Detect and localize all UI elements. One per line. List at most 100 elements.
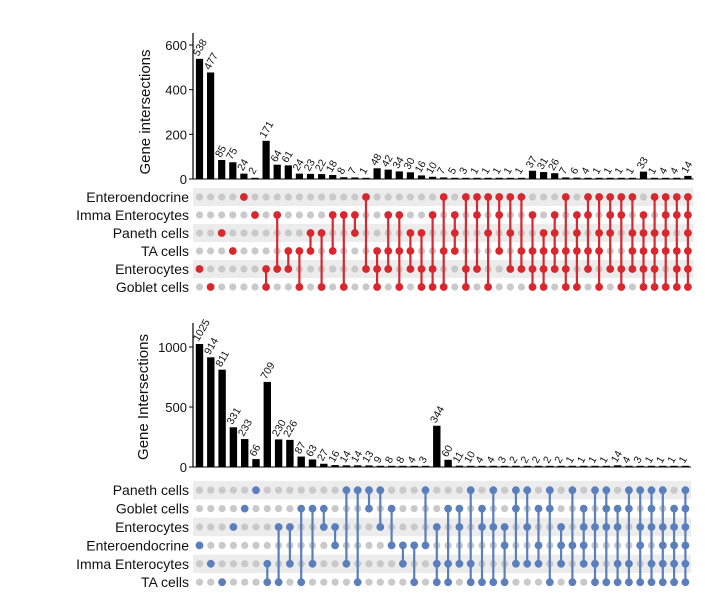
matrix-dot-active (484, 229, 492, 237)
matrix-dot-active (284, 247, 293, 255)
matrix-dot-active (647, 523, 656, 531)
bar (568, 465, 577, 467)
matrix-dot-active (661, 229, 670, 237)
matrix-dot-inactive (365, 541, 373, 550)
matrix-dot-inactive (252, 505, 260, 513)
bar-value-label: 14 (338, 449, 354, 465)
matrix-dot-active (432, 559, 441, 568)
matrix-dot-inactive (557, 505, 565, 513)
matrix-dot-active (647, 504, 656, 513)
matrix-dot-active (602, 523, 611, 531)
bar (297, 456, 305, 467)
y-tick-label: 0 (180, 172, 187, 187)
matrix-dot-active (606, 265, 615, 273)
bar (284, 165, 292, 179)
matrix-dot-inactive (557, 486, 565, 494)
matrix-dot-inactive (229, 578, 237, 586)
matrix-dot-inactive (195, 486, 204, 494)
bar-value-label: 1 (490, 165, 503, 176)
matrix-dot-inactive (229, 229, 237, 237)
matrix-dot-inactive (218, 486, 226, 494)
bar (500, 465, 509, 467)
matrix-dot-active (684, 283, 692, 291)
matrix-dot-active (606, 211, 615, 219)
bar-value-label: 4 (657, 165, 670, 176)
matrix-dot-active (650, 229, 659, 237)
matrix-dot-active (195, 265, 204, 273)
matrix-dot-active (417, 265, 426, 273)
matrix-dot-active (399, 559, 407, 568)
matrix-dot-active (353, 578, 362, 587)
matrix-dot-active (591, 578, 599, 587)
bar-value-label: 31 (535, 155, 551, 171)
matrix-dot-active (284, 265, 293, 273)
matrix-dot-active (545, 486, 554, 495)
bar (602, 465, 610, 467)
y-tick-label: 200 (165, 127, 187, 142)
bar-value-label: 7 (346, 165, 359, 176)
matrix-dot-active (351, 229, 359, 237)
bar (557, 465, 565, 467)
matrix-dot-inactive (451, 265, 459, 273)
matrix-dot-active (534, 541, 543, 550)
matrix-dot-active (613, 559, 622, 568)
matrix-dot-inactive (195, 229, 204, 237)
matrix-dot-inactive (606, 283, 614, 291)
matrix-dot-active (506, 265, 515, 273)
matrix-dot-active (613, 523, 622, 531)
bar (451, 177, 459, 179)
matrix-dot-active (550, 265, 559, 273)
bar (387, 465, 396, 467)
matrix-dot-inactive (410, 523, 418, 531)
matrix-dot-inactive (329, 283, 337, 291)
matrix-dot-inactive (195, 247, 204, 255)
matrix-dot-active (297, 504, 306, 513)
bar (308, 459, 317, 467)
matrix-dot-active (658, 559, 667, 568)
bar-value-label: 2 (507, 454, 520, 465)
bar (395, 171, 403, 179)
set-label: Goblet cells (116, 279, 189, 295)
matrix-dot-active (495, 211, 504, 219)
matrix-dot-active (353, 486, 362, 495)
bar (625, 465, 633, 467)
matrix-dot-inactive (251, 193, 259, 201)
matrix-dot-active (584, 247, 592, 255)
bar-value-label: 16 (326, 448, 342, 464)
matrix-dot-active (681, 559, 690, 568)
matrix-dot-active (528, 211, 537, 219)
matrix-dot-inactive (501, 486, 509, 494)
matrix-dot-active (617, 283, 626, 291)
bar (662, 177, 670, 179)
matrix-dot-inactive (410, 486, 418, 494)
bar (455, 465, 464, 467)
matrix-dot-inactive (275, 505, 283, 513)
matrix-dot-active (658, 486, 667, 495)
matrix-dot-active (306, 247, 315, 255)
matrix-dot-active (639, 211, 648, 219)
bar (229, 162, 237, 179)
matrix-dot-inactive (195, 505, 204, 513)
matrix-dot-active (617, 211, 626, 219)
matrix-dot-inactive (406, 193, 414, 201)
matrix-dot-inactive (320, 541, 328, 550)
matrix-dot-active (639, 283, 648, 291)
bar-value-label: 2 (541, 454, 554, 465)
bar-value-label: 24 (291, 157, 307, 173)
bar (207, 357, 215, 467)
matrix-dot-active (500, 523, 509, 531)
matrix-dot-active (550, 247, 559, 255)
bar (573, 177, 581, 179)
matrix-dot-inactive (218, 505, 226, 513)
matrix-dot-active (625, 559, 633, 568)
matrix-dot-active (625, 578, 633, 587)
y-axis-title: Gene Intersections (135, 334, 152, 460)
matrix-dot-active (625, 504, 633, 513)
bar-value-label: 5 (446, 165, 459, 176)
matrix-dot-inactive (295, 193, 303, 201)
matrix-dot-active (439, 193, 448, 201)
matrix-dot-active (228, 247, 237, 255)
matrix-dot-active (240, 504, 249, 513)
y-tick-label: 600 (165, 38, 187, 53)
